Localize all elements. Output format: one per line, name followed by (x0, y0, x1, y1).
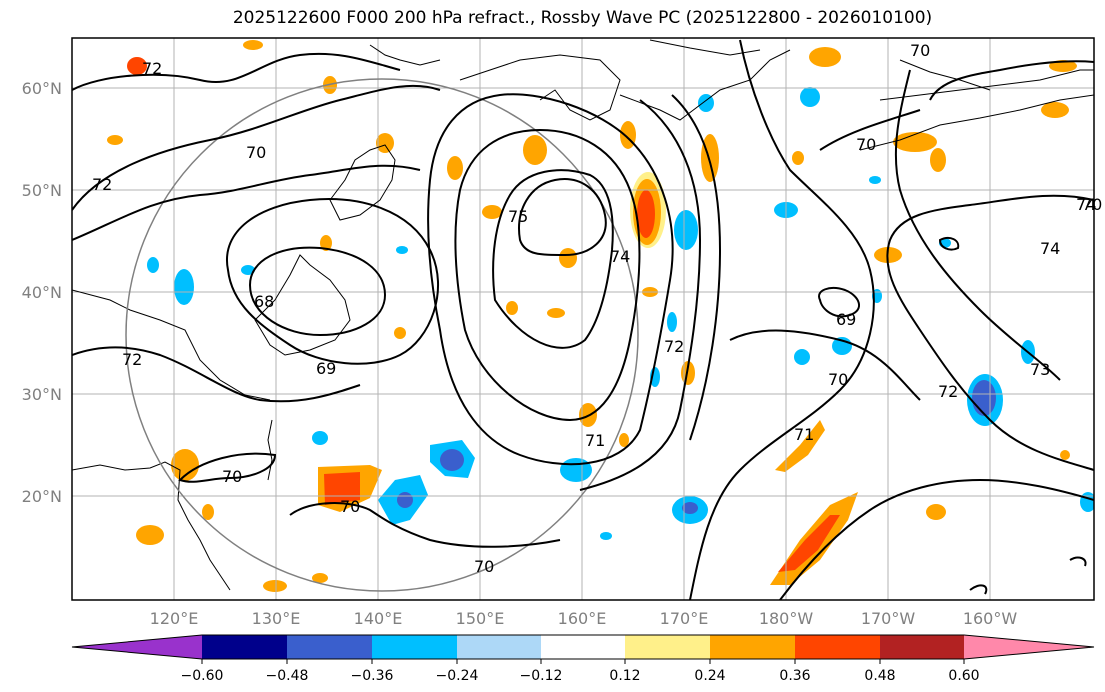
map-border (71, 37, 1095, 601)
map-title: 2025122600 F000 200 hPa refract., Rossby… (232, 8, 933, 28)
colorbar-tick-label: −0.12 (520, 668, 563, 684)
contour-label: 74 (1076, 195, 1096, 214)
colorbar: −0.60 −0.48 −0.36 −0.24 −0.12 0.12 0.24 … (71, 634, 1095, 684)
lon-label: 180°W (759, 609, 814, 628)
lat-label: 20°N (22, 487, 62, 506)
colorbar-segment (880, 635, 964, 659)
contour-label: 69 (836, 310, 856, 329)
contour-label: 69 (316, 359, 336, 378)
colorbar-segment (372, 635, 457, 659)
colorbar-tick-label: 0.36 (779, 668, 810, 684)
contour-label: 70 (246, 143, 266, 162)
colorbar-segment (72, 635, 202, 659)
contour-label: 68 (254, 292, 274, 311)
contour-label: 72 (664, 337, 684, 356)
lat-label: 30°N (22, 385, 62, 404)
contour-label: 70 (856, 135, 876, 154)
colorbar-segment (625, 635, 710, 659)
contour-label: 70 (474, 557, 494, 576)
colorbar-segment (457, 635, 541, 659)
contour-label: 72 (122, 350, 142, 369)
colorbar-tick-label: 0.48 (864, 668, 895, 684)
contour-label: 72 (142, 59, 162, 78)
lon-label: 160°W (963, 609, 1018, 628)
lon-label: 160°E (558, 609, 607, 628)
colorbar-segment (964, 635, 1094, 659)
lon-label: 120°E (150, 609, 199, 628)
refractivity-contours (72, 39, 1094, 600)
contour-label: 74 (1040, 239, 1060, 258)
lat-label: 60°N (22, 79, 62, 98)
contour-label: 71 (794, 425, 814, 444)
contour-label: 75 (508, 207, 528, 226)
colorbar-tick-label: 0.24 (694, 668, 725, 684)
contour-label: 70 (828, 370, 848, 389)
coastlines (72, 39, 1094, 591)
reference-circle (125, 78, 639, 592)
colorbar-segment (795, 635, 880, 659)
lon-label: 140°E (354, 609, 403, 628)
colorbar-tick-label: −0.48 (266, 668, 309, 684)
graticule (72, 38, 1094, 600)
contour-label: 71 (585, 431, 605, 450)
colorbar-segment (287, 635, 372, 659)
contour-label: 72 (938, 382, 958, 401)
contour-label: 72 (92, 175, 112, 194)
contour-label: 70 (340, 497, 360, 516)
contour-label-group: 72 70 72 68 72 69 75 74 72 71 70 70 70 7… (92, 41, 1102, 576)
contour-label: 70 (1082, 195, 1102, 214)
colorbar-tick-label: 0.12 (609, 668, 640, 684)
colorbar-tick-label: 0.60 (948, 668, 979, 684)
contour-label: 70 (222, 467, 242, 486)
lon-label: 170°W (861, 609, 916, 628)
lon-label: 170°E (660, 609, 709, 628)
longitude-labels: 120°E 130°E 140°E 150°E 160°E 170°E 180°… (150, 609, 1018, 628)
colorbar-tick-label: −0.24 (436, 668, 479, 684)
negative-anomaly-shading (147, 87, 1094, 540)
positive-anomaly-shading (107, 40, 1077, 592)
shading-layer (107, 40, 1094, 592)
contour-label: 73 (1030, 360, 1050, 379)
colorbar-segment (541, 635, 625, 659)
latitude-labels: 60°N 50°N 40°N 30°N 20°N (22, 79, 62, 506)
lon-label: 130°E (252, 609, 301, 628)
contour-label: 70 (910, 41, 930, 60)
colorbar-segment (710, 635, 795, 659)
lat-label: 40°N (22, 283, 62, 302)
colorbar-segment (202, 635, 287, 659)
contour-label: 74 (610, 247, 630, 266)
lon-label: 150°E (456, 609, 505, 628)
colorbar-tick-label: −0.36 (351, 668, 394, 684)
colorbar-tick-label: −0.60 (181, 668, 224, 684)
colorbar-ticks (201, 659, 965, 664)
lat-label: 50°N (22, 181, 62, 200)
